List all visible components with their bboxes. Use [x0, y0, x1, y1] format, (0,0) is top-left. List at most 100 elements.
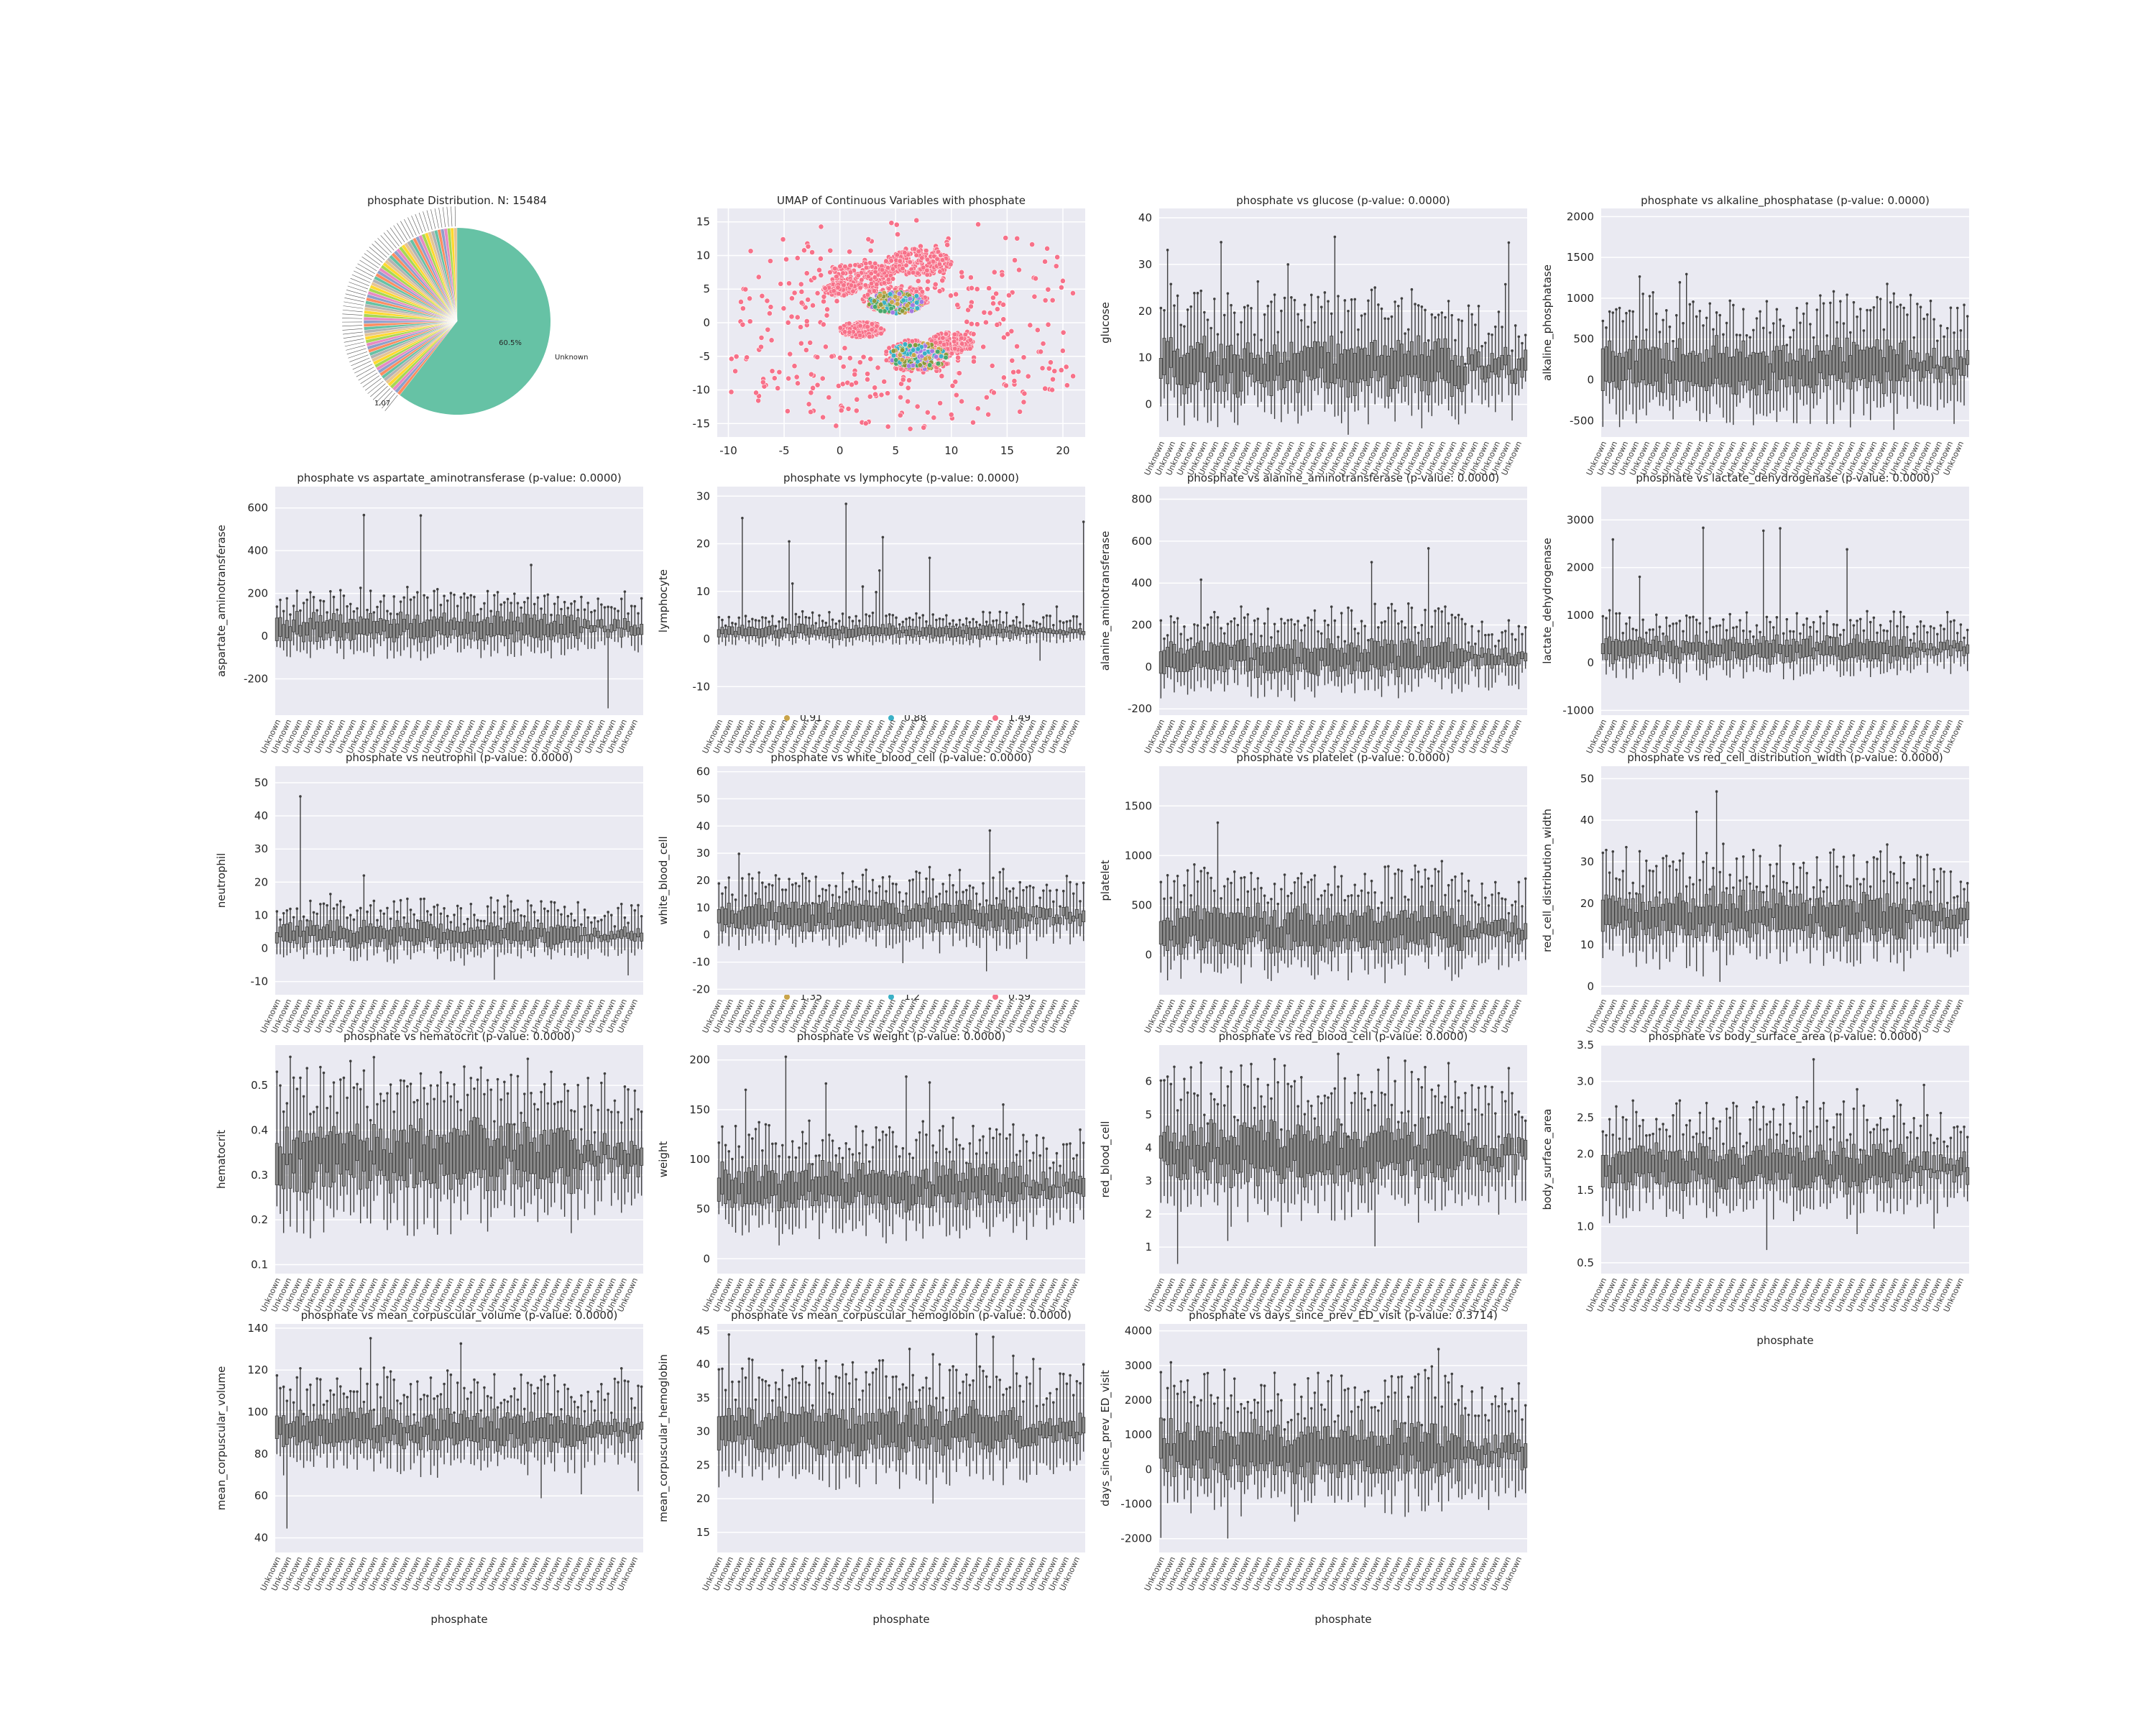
box	[1945, 640, 1950, 650]
umap-point	[952, 346, 958, 351]
box-flier	[741, 877, 744, 880]
box	[1798, 644, 1802, 658]
box	[482, 619, 487, 642]
umap-point	[933, 334, 939, 339]
box	[602, 934, 607, 941]
box-flier	[1002, 621, 1005, 624]
box	[492, 615, 497, 637]
box	[1409, 641, 1414, 670]
umap-point	[1044, 245, 1050, 252]
box	[1715, 335, 1719, 379]
box-flier	[1705, 630, 1708, 634]
box-flier	[1943, 335, 1945, 339]
umap-point	[881, 280, 887, 286]
umap-point	[847, 270, 854, 275]
box	[489, 622, 493, 638]
box-flier	[1406, 328, 1410, 331]
box	[505, 619, 510, 639]
umap-point	[878, 392, 885, 398]
umap-point	[948, 262, 954, 267]
umap-point	[765, 326, 771, 333]
box	[1695, 355, 1699, 385]
umap-x-tick: 0	[837, 444, 844, 457]
box-flier	[506, 597, 510, 601]
box	[1212, 644, 1217, 669]
box	[801, 623, 805, 634]
box	[947, 628, 952, 638]
umap-point	[1046, 365, 1052, 372]
umap-point	[1015, 369, 1021, 374]
umap-point	[878, 331, 884, 336]
box	[1158, 357, 1163, 379]
box	[1647, 349, 1651, 384]
box-flier	[1906, 313, 1909, 316]
pie-leader-line	[393, 225, 405, 243]
y-tick-label: -20	[693, 983, 711, 995]
umap-point	[1003, 382, 1009, 389]
box-flier	[1270, 300, 1273, 303]
box	[1363, 649, 1367, 673]
box-flier	[1430, 625, 1434, 628]
box	[609, 624, 614, 632]
box-flier	[580, 595, 583, 599]
box-flier	[1273, 622, 1276, 626]
box-flier	[761, 881, 764, 884]
umap-point	[980, 344, 987, 350]
box-flier	[1447, 300, 1450, 303]
box	[1463, 367, 1468, 385]
box	[1845, 645, 1849, 660]
box-flier	[309, 591, 312, 594]
box	[1460, 356, 1464, 392]
umap-point	[874, 282, 880, 288]
panel-title: phosphate vs lactate_dehydrogenase (p-va…	[1636, 472, 1934, 485]
umap-x-tick: 10	[944, 444, 958, 457]
box	[1506, 354, 1511, 375]
pie-leader-line	[360, 372, 378, 385]
box	[476, 926, 480, 942]
box-flier	[838, 896, 841, 898]
box	[566, 616, 570, 638]
umap-point	[1063, 364, 1069, 370]
umap-point	[898, 394, 903, 400]
umap-point	[907, 296, 913, 302]
box	[773, 912, 778, 930]
box-flier	[1866, 308, 1869, 312]
box	[519, 930, 523, 944]
box-flier	[1651, 290, 1654, 294]
box	[1450, 360, 1454, 397]
box	[345, 929, 349, 943]
box-flier	[282, 610, 285, 613]
box-flier	[885, 890, 888, 893]
box	[535, 620, 540, 638]
box-flier	[469, 902, 473, 906]
box	[1792, 359, 1796, 387]
box-flier	[580, 923, 583, 926]
box	[533, 927, 537, 947]
y-tick-label: 20	[254, 875, 268, 888]
box	[898, 630, 902, 638]
box-flier	[1862, 629, 1866, 632]
box-flier	[617, 906, 619, 910]
box-flier	[466, 596, 469, 599]
box	[1938, 641, 1943, 653]
box	[1182, 653, 1187, 673]
umap-point	[1042, 297, 1049, 303]
umap-point	[768, 337, 775, 344]
box	[1376, 641, 1381, 670]
box	[616, 930, 620, 938]
box-flier	[1943, 627, 1945, 631]
box	[1808, 635, 1812, 656]
box	[757, 898, 761, 924]
box-flier	[566, 607, 570, 610]
box-flier	[1290, 296, 1293, 299]
box	[1269, 652, 1273, 674]
box-flier	[1785, 344, 1789, 346]
box-flier	[1524, 626, 1527, 629]
box-flier	[1751, 635, 1755, 638]
box	[801, 905, 805, 932]
box-flier	[1075, 615, 1079, 618]
box-flier	[1832, 623, 1835, 626]
umap-point	[814, 290, 821, 296]
box-flier	[1848, 331, 1852, 334]
pie-leader-line	[350, 277, 369, 286]
